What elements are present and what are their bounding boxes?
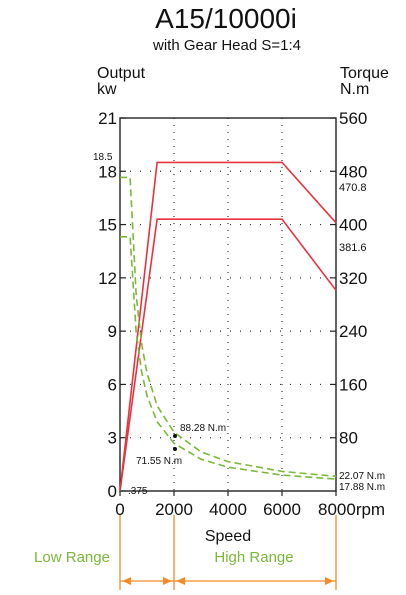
right-tick-label: 320 xyxy=(339,269,367,288)
x-tick-label: 8000rpm xyxy=(318,500,385,519)
right-tick-label: 160 xyxy=(339,375,367,394)
end-label-1: 22.07 N.m xyxy=(339,471,385,482)
left-tick-label: 0 xyxy=(108,482,117,501)
right-tick-label: 240 xyxy=(339,322,367,341)
left-tick-label: 3 xyxy=(108,429,117,448)
x-axis-ticks: 0 2000 4000 6000 8000rpm xyxy=(115,491,385,519)
series-group xyxy=(119,161,337,492)
right-axis-label-line1: Torque xyxy=(340,65,389,82)
right-tick-label: 80 xyxy=(339,429,358,448)
arrow-high-right xyxy=(325,577,334,585)
point-marker-1 xyxy=(173,434,177,438)
high-range-label: High Range xyxy=(214,549,293,566)
left-tick-label: 18 xyxy=(98,162,117,181)
left-extra-tick-label: 18.5 xyxy=(93,152,113,163)
right-tick-label: 560 xyxy=(339,109,367,128)
speed-ranges: Low Range High Range xyxy=(34,515,337,590)
right-tick-label: 400 xyxy=(339,216,367,235)
x-tick-label: 4000 xyxy=(209,500,247,519)
arrow-high-left xyxy=(176,577,185,585)
left-tick-label: 6 xyxy=(108,375,117,394)
grid-lines xyxy=(120,118,336,491)
left-tick-label: 12 xyxy=(98,269,117,288)
x-tick-label: 2000 xyxy=(155,500,193,519)
left-tick-label: 9 xyxy=(108,322,117,341)
arrow-low-right xyxy=(163,577,172,585)
left-tick-label: 21 xyxy=(98,109,117,128)
point-label-1: 88.28 N.m xyxy=(180,423,226,434)
x-axis-label: Speed xyxy=(205,528,251,545)
chart-title: A15/10000i xyxy=(155,3,297,34)
left-tick-label: 15 xyxy=(98,216,117,235)
left-axis-label-line1: Output xyxy=(97,65,146,82)
low-range-label: Low Range xyxy=(34,549,110,566)
x-tick-label: 6000 xyxy=(263,500,301,519)
right-axis-ticks: 560 480 400 320 240 160 80 xyxy=(330,109,367,448)
point-marker-2 xyxy=(173,447,177,451)
point-label-2: 71.55 N.m xyxy=(136,456,182,467)
x-tick-label: 0 xyxy=(115,500,124,519)
right-axis-label-line2: N.m xyxy=(340,81,369,98)
right-tick-label: 480 xyxy=(339,162,367,181)
chart-subtitle: with Gear Head S=1:4 xyxy=(152,37,301,54)
end-label-2: 17.88 N.m xyxy=(339,482,385,493)
right-extra-tick-label-2: 381.6 xyxy=(339,242,367,254)
series-line-2 xyxy=(119,218,337,492)
series-line-1 xyxy=(119,161,337,492)
arrow-low-left xyxy=(122,577,131,585)
series-line-3 xyxy=(120,176,337,478)
series-line-4 xyxy=(120,236,337,480)
x-extra-label: .375 xyxy=(128,486,148,497)
plot-frame xyxy=(119,117,337,492)
right-extra-tick-label-1: 470.8 xyxy=(339,182,367,194)
left-axis-ticks: 21 18 15 12 9 6 3 0 xyxy=(98,109,126,501)
left-axis-label-line2: kw xyxy=(97,81,117,98)
